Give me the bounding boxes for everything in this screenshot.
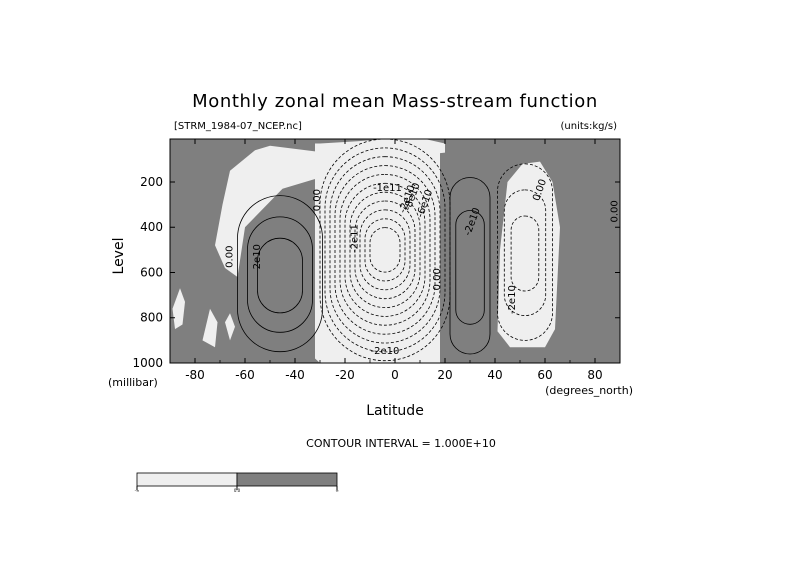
contour-positive-south-2 bbox=[257, 237, 303, 314]
y-tick-label: 800 bbox=[140, 311, 163, 325]
y-unit-label: (millibar) bbox=[108, 376, 158, 389]
contour-positive-south-1 bbox=[247, 216, 313, 333]
chart-subtitle-left: [STRM_1984-07_NCEP.nc] bbox=[174, 121, 302, 132]
negative-region-north bbox=[497, 161, 560, 348]
negative-region-polar-c bbox=[225, 313, 235, 341]
negative-region-tropics bbox=[315, 143, 440, 363]
contour-negative-tropical-2 bbox=[329, 156, 441, 344]
y-axis: 200 400 600 800 1000 bbox=[132, 175, 620, 370]
contour-negative-tropical-3 bbox=[334, 165, 436, 335]
contour-negative-tropical-4 bbox=[339, 173, 431, 326]
contour-negative-tropical-1 bbox=[324, 147, 446, 353]
contour-label-2: 0.00 bbox=[312, 189, 323, 211]
contour-negative-north-1 bbox=[503, 189, 547, 316]
contour-label-1: 2e10 bbox=[252, 244, 263, 269]
contour-label-11: -2e10 bbox=[507, 285, 518, 314]
chart-subtitle-right: (units:kg/s) bbox=[561, 121, 618, 132]
x-axis: -80 -60 -40 -20 0 20 40 60 80 bbox=[169, 139, 621, 382]
contour-interval-text: CONTOUR INTERVAL = 1.000E+10 bbox=[306, 437, 496, 450]
y-tick-label: 400 bbox=[140, 220, 163, 234]
contour-label-4: -1e11 bbox=[373, 183, 402, 194]
chart-title: Monthly zonal mean Mass-stream function bbox=[192, 91, 598, 112]
negative-region-polar-b bbox=[202, 308, 218, 348]
contour-negative-tropical-8 bbox=[359, 209, 411, 291]
x-axis-title: Latitude bbox=[366, 403, 424, 419]
y-tick-label: 600 bbox=[140, 265, 163, 279]
contour-negative-tropical-6 bbox=[349, 191, 421, 308]
contour-label-0: 0.00 bbox=[225, 246, 236, 268]
colorbar: -∞ 0.0 ∞ bbox=[135, 472, 339, 493]
x-tick-label: 20 bbox=[437, 368, 452, 382]
negative-region-upper bbox=[320, 139, 445, 156]
contour-negative-tropical-9 bbox=[364, 218, 406, 282]
contour-negative-tropical-5 bbox=[344, 182, 426, 317]
contour-negative-north-2 bbox=[510, 215, 540, 292]
x-tick-label: 60 bbox=[537, 368, 552, 382]
x-tick-label: -80 bbox=[185, 368, 205, 382]
contour-label-9: 0.00 bbox=[432, 268, 443, 290]
contour-negative-north-0 bbox=[497, 163, 553, 341]
contour-label-13: 0.00 bbox=[610, 200, 621, 222]
contour-positive-north-1 bbox=[455, 210, 485, 325]
y-axis-title: Level bbox=[111, 238, 127, 275]
y-tick-label: 1000 bbox=[132, 356, 163, 370]
x-tick-label: -40 bbox=[285, 368, 305, 382]
x-tick-label: 80 bbox=[587, 368, 602, 382]
x-tick-label: 40 bbox=[487, 368, 502, 382]
x-tick-label: -60 bbox=[235, 368, 255, 382]
colorbar-level-label: 0.0 bbox=[234, 488, 241, 493]
contour-positive-north-0 bbox=[449, 177, 491, 355]
contour-negative-tropical-7 bbox=[354, 200, 416, 300]
plot-area: 0.00 2e100.00-2e11-1e11-2e10-6e10-8e10-2e… bbox=[169, 138, 621, 364]
x-tick-label: -20 bbox=[335, 368, 355, 382]
colorbar-level-label: ∞ bbox=[335, 488, 338, 493]
contour-positive-south-0 bbox=[237, 195, 323, 353]
x-tick-label: 0 bbox=[391, 368, 399, 382]
colorbar-level-label: -∞ bbox=[135, 488, 140, 493]
contour-negative-tropical-10 bbox=[369, 227, 401, 273]
colorbar-swatch bbox=[236, 472, 338, 487]
x-unit-label: (degrees_north) bbox=[545, 384, 633, 397]
colorbar-swatch bbox=[136, 472, 238, 487]
negative-region-south bbox=[215, 145, 325, 277]
contour-label-8: -2e10 bbox=[371, 346, 400, 357]
contour-label-3: -2e11 bbox=[350, 224, 361, 253]
y-tick-label: 200 bbox=[140, 175, 163, 189]
negative-region-polar-a bbox=[172, 288, 185, 330]
